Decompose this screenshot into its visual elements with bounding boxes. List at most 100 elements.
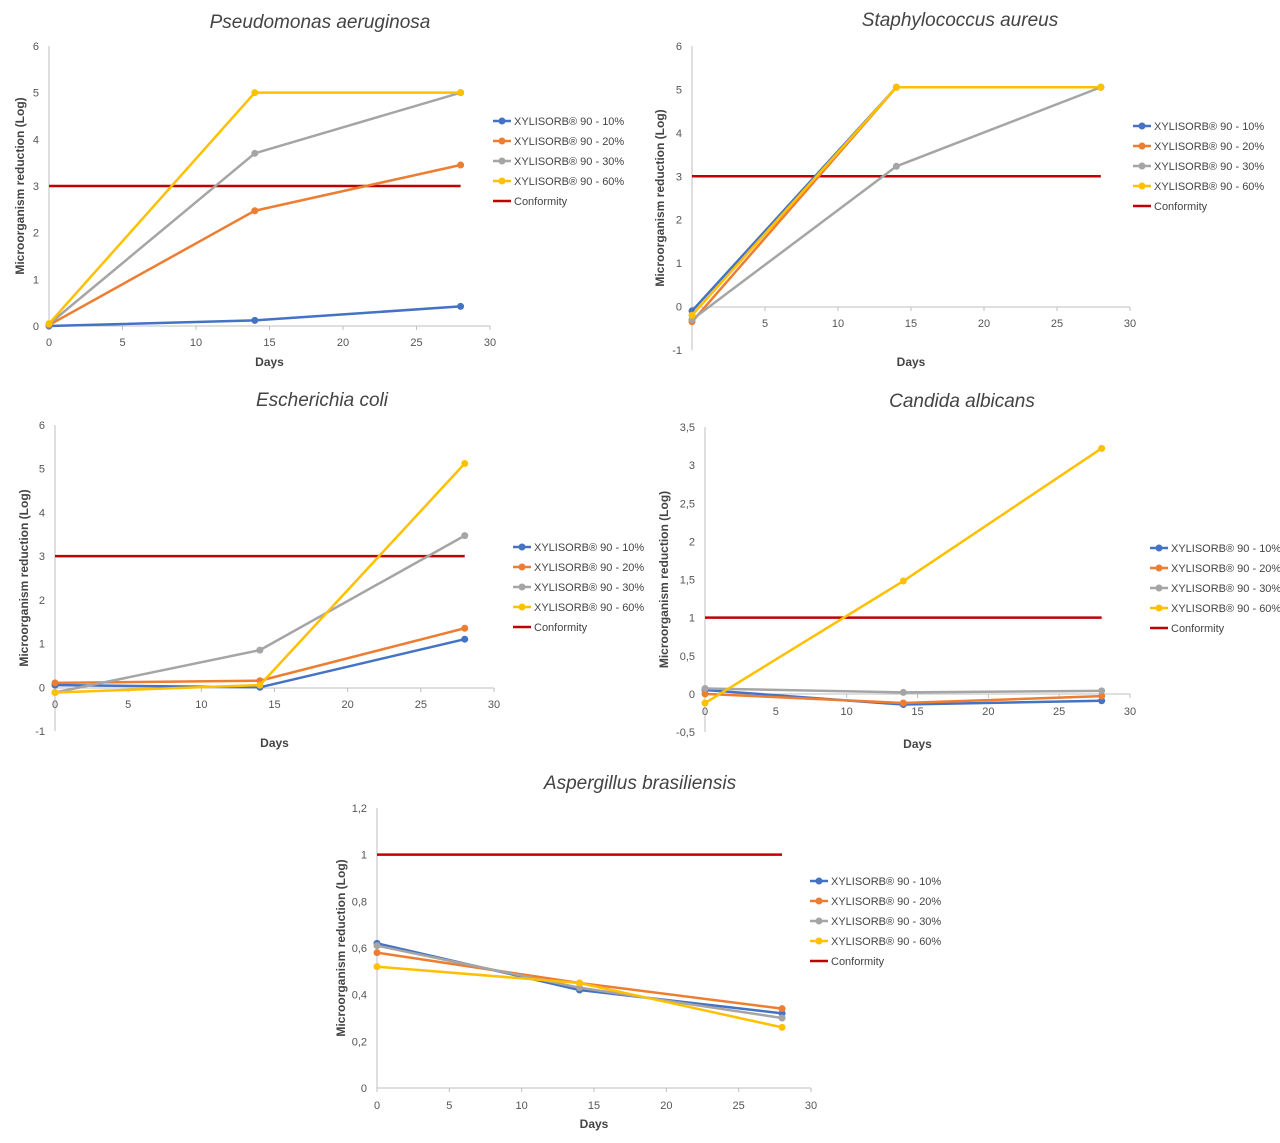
series-line-1 — [376, 942, 783, 1015]
legend-label: XYLISORB® 90 - 30% — [1171, 583, 1280, 595]
x-axis-label: Days — [903, 737, 932, 751]
y-tick-label: 2 — [689, 536, 695, 548]
legend-entry: Conformity — [1133, 201, 1208, 213]
legend-entry: Conformity — [810, 956, 885, 968]
legend-entry: XYLISORB® 90 - 30% — [1133, 161, 1264, 173]
y-axis-label: Microorganism reduction (Log) — [17, 489, 31, 666]
legend-marker — [815, 897, 823, 905]
data-point — [701, 685, 709, 693]
legend-label: XYLISORB® 90 - 10% — [831, 876, 941, 888]
legend-label: XYLISORB® 90 - 30% — [1154, 161, 1264, 173]
legend-entry: XYLISORB® 90 - 30% — [493, 156, 624, 168]
data-point — [256, 646, 264, 654]
x-tick-label: 5 — [762, 318, 768, 330]
data-point — [373, 963, 381, 971]
x-tick-label: 10 — [841, 706, 853, 718]
x-tick-label: 15 — [263, 337, 275, 349]
legend-entry: XYLISORB® 90 - 20% — [493, 136, 624, 148]
x-tick-label: 20 — [342, 699, 354, 711]
y-tick-label: 5 — [33, 88, 39, 100]
legend-label: Conformity — [514, 196, 568, 208]
y-tick-label: 4 — [676, 128, 682, 140]
legend-entry: XYLISORB® 90 - 10% — [493, 116, 624, 128]
legend-marker — [1138, 162, 1146, 170]
data-point — [461, 635, 469, 643]
legend-label: XYLISORB® 90 - 30% — [534, 582, 644, 594]
legend-entry: XYLISORB® 90 - 10% — [1150, 543, 1280, 555]
series-line-2 — [54, 627, 466, 685]
data-point — [892, 162, 900, 170]
y-tick-label: 1,2 — [352, 803, 367, 815]
data-point — [251, 89, 259, 97]
y-axis-label: Microorganism reduction (Log) — [334, 859, 348, 1036]
data-point — [457, 89, 465, 97]
data-point — [1098, 687, 1106, 695]
chart-panel-2: Staphylococcus aureus -1 0 1 2 3 4 5 6 5 10 15 20 25 3… — [653, 10, 1264, 369]
x-tick-label: 30 — [1124, 706, 1136, 718]
y-tick-label: 0,6 — [352, 943, 367, 955]
legend-marker — [1138, 182, 1146, 190]
y-tick-label: 3 — [676, 171, 682, 183]
legend-label: XYLISORB® 90 - 10% — [534, 542, 644, 554]
y-tick-label: 1 — [39, 639, 45, 651]
legend-entry: XYLISORB® 90 - 20% — [1133, 141, 1264, 153]
legend-label: XYLISORB® 90 - 10% — [514, 116, 624, 128]
chart-panel-3: Escherichia coli -1 0 1 2 3 4 5 6 0 5 10 15 20 25 30 Day… — [17, 390, 644, 750]
series-line-4 — [376, 965, 783, 1029]
x-tick-label: 20 — [660, 1100, 672, 1112]
y-axis-label: Microorganism reduction (Log) — [653, 109, 667, 286]
data-point — [256, 681, 264, 689]
x-axis-label: Days — [580, 1117, 609, 1131]
data-point — [892, 83, 900, 91]
x-tick-label: 0 — [374, 1100, 380, 1112]
chart-panel-4: Candida albicans -0,5 0 0,5 1 1,5 2 2,5 3 3,5 0 5 10… — [657, 391, 1280, 751]
data-point — [373, 949, 381, 957]
legend-entry: Conformity — [493, 196, 568, 208]
y-tick-label: 0,5 — [680, 651, 695, 663]
data-point — [45, 320, 53, 328]
y-tick-label: 1 — [361, 850, 367, 862]
data-point — [251, 316, 259, 324]
series-line-4 — [54, 462, 466, 694]
legend-entry: XYLISORB® 90 - 30% — [810, 916, 941, 928]
y-tick-label: 0,2 — [352, 1036, 367, 1048]
data-point — [778, 1005, 786, 1013]
y-tick-label: 2 — [676, 215, 682, 227]
x-tick-label: 15 — [588, 1100, 600, 1112]
legend-marker — [518, 543, 526, 551]
chart-title: Staphylococcus aureus — [862, 10, 1059, 31]
y-tick-label: 3,5 — [680, 422, 695, 434]
data-point — [688, 311, 696, 319]
legend-label: XYLISORB® 90 - 60% — [1171, 603, 1280, 615]
legend-marker — [498, 117, 506, 125]
data-point — [51, 689, 59, 697]
data-point — [51, 679, 59, 687]
legend-label: XYLISORB® 90 - 60% — [1154, 181, 1264, 193]
y-tick-label: -1 — [672, 345, 682, 357]
series-line-2 — [48, 163, 461, 327]
legend-label: XYLISORB® 90 - 10% — [1171, 543, 1280, 555]
x-tick-label: 10 — [195, 699, 207, 711]
y-tick-label: 0 — [361, 1083, 367, 1095]
chart-title: Candida albicans — [889, 391, 1035, 412]
legend-entry: XYLISORB® 90 - 20% — [1150, 563, 1280, 575]
legend-marker — [498, 157, 506, 165]
legend-entry: Conformity — [513, 622, 588, 634]
legend-entry: XYLISORB® 90 - 20% — [810, 896, 941, 908]
y-tick-label: 6 — [33, 41, 39, 53]
legend-entry: XYLISORB® 90 - 60% — [1150, 603, 1280, 615]
x-tick-label: 10 — [832, 318, 844, 330]
x-tick-label: 20 — [978, 318, 990, 330]
legend-marker — [815, 937, 823, 945]
legend-marker — [498, 137, 506, 145]
legend-entry: XYLISORB® 90 - 10% — [810, 876, 941, 888]
x-tick-label: 15 — [268, 699, 280, 711]
y-tick-label: 3 — [39, 551, 45, 563]
x-axis-label: Days — [255, 355, 284, 369]
x-tick-label: 0 — [702, 706, 708, 718]
data-point — [461, 532, 469, 540]
y-tick-label: 3 — [689, 460, 695, 472]
y-tick-label: 0 — [33, 321, 39, 333]
legend-label: Conformity — [1154, 201, 1208, 213]
y-tick-label: 4 — [33, 134, 39, 146]
